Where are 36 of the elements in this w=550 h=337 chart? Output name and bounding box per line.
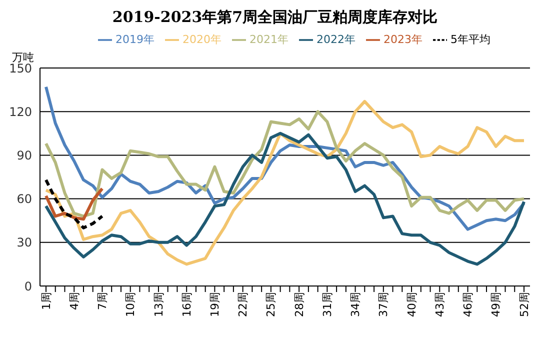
x-tick-label: 46周 <box>462 292 475 317</box>
x-tick-label: 7周 <box>96 292 110 310</box>
x-tick-label: 40周 <box>405 292 418 317</box>
line-series <box>44 110 526 218</box>
y-tick-label: 30 <box>16 236 32 250</box>
x-tick-label: 4周 <box>68 292 81 310</box>
y-tick-label: 90 <box>16 148 32 162</box>
y-axis-title: 万吨 <box>12 50 34 64</box>
legend-label: 2023年 <box>384 33 422 46</box>
x-tick-label: 31周 <box>320 292 334 317</box>
x-tick-label: 28周 <box>292 292 306 317</box>
x-tick-label: 37周 <box>377 292 390 317</box>
legend-label: 2020年 <box>182 33 222 46</box>
legend-label: 2019年 <box>116 33 154 46</box>
legend-label: 2022年 <box>316 33 356 46</box>
y-tick-label: 0 <box>24 279 32 294</box>
legend-label: 2021年 <box>250 33 288 46</box>
chart-title: 2019-2023年第7周全国油厂豆粕周度库存对比 <box>111 8 439 28</box>
x-tick-label: 52周 <box>518 292 531 317</box>
x-tick-label: 22周 <box>236 292 250 317</box>
legend-label: 5年平均 <box>450 33 490 46</box>
y-tick-label: 120 <box>9 104 32 119</box>
x-tick-label: 49周 <box>490 292 503 317</box>
x-tick-label: 10周 <box>124 292 138 317</box>
x-tick-label: 34周 <box>349 292 362 317</box>
x-tick-label: 13周 <box>152 292 166 317</box>
y-tick-label: 60 <box>16 192 32 206</box>
x-tick-label: 25周 <box>264 292 278 317</box>
x-tick-label: 16周 <box>180 292 194 317</box>
x-tick-label: 43周 <box>433 292 446 317</box>
line-series <box>44 100 526 266</box>
line-series <box>44 187 104 221</box>
line-series <box>44 132 526 266</box>
x-tick-label: 19周 <box>208 292 222 317</box>
x-tick-label: 1周 <box>40 292 53 310</box>
y-tick-label: 150 <box>9 61 32 76</box>
